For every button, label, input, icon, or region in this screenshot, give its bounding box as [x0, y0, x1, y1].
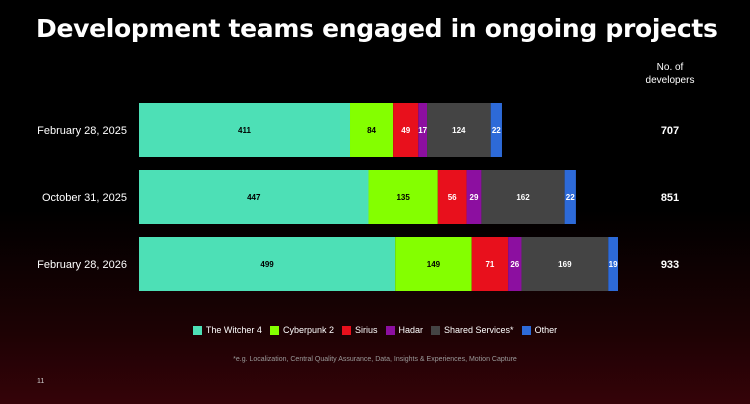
data-label: 499	[260, 260, 274, 269]
legend-item: Sirius	[341, 325, 378, 335]
data-label: 169	[558, 260, 572, 269]
data-label: 19	[609, 260, 618, 269]
legend-swatch	[341, 325, 351, 335]
bar-segment	[564, 170, 576, 224]
total-label: 933	[661, 259, 679, 271]
total-label: 707	[661, 125, 679, 137]
bar-segment	[139, 237, 396, 291]
bar-segment	[508, 237, 522, 291]
footnote: *e.g. Localization, Central Quality Assu…	[233, 356, 517, 363]
bar-segment	[481, 170, 565, 224]
legend-swatch	[521, 325, 531, 335]
legend-swatch	[269, 325, 279, 335]
bar-segment	[139, 170, 369, 224]
data-label: 17	[418, 126, 427, 135]
legend-label: Cyberpunk 2	[282, 325, 334, 335]
data-label: 29	[470, 193, 479, 202]
chart-legend: The Witcher 4 Cyberpunk 2 Sirius Hadar Share…	[0, 325, 750, 335]
bar-segment	[471, 237, 509, 291]
bar-segment	[608, 237, 619, 291]
legend-item: Shared Services*	[431, 325, 514, 335]
bar-segment	[368, 170, 438, 224]
bar-segment	[395, 237, 472, 291]
legend-label: Shared Services*	[444, 325, 514, 335]
bar-segment	[490, 103, 502, 157]
legend-item: Other	[521, 325, 558, 335]
total-column-header: No. of developers	[645, 62, 695, 86]
data-label: 162	[516, 193, 530, 202]
bar-segment	[521, 237, 609, 291]
data-label: 447	[247, 193, 261, 202]
data-label: 411	[238, 126, 251, 135]
total-label: 851	[661, 192, 679, 204]
legend-item: Hadar	[385, 325, 424, 335]
data-label: 49	[401, 126, 410, 135]
data-label: 124	[452, 126, 466, 135]
legend-label: Hadar	[398, 325, 424, 335]
bar-segment	[466, 170, 482, 224]
bar-segment	[418, 103, 428, 157]
data-label: 56	[448, 193, 457, 202]
category-label: February 28, 2025	[37, 125, 127, 137]
legend-swatch	[385, 325, 395, 335]
page-number: 11	[37, 378, 45, 385]
bar-segment	[427, 103, 491, 157]
legend-label: Other	[534, 325, 558, 335]
data-label: 71	[485, 260, 494, 269]
legend-item: Cyberpunk 2	[269, 325, 334, 335]
legend-item: The Witcher 4	[192, 325, 262, 335]
category-label: October 31, 2025	[42, 192, 127, 204]
legend-swatch	[431, 325, 441, 335]
bar-segment	[393, 103, 419, 157]
data-label: 26	[510, 260, 519, 269]
legend-label: The Witcher 4	[205, 325, 262, 335]
category-label: February 28, 2026	[37, 259, 127, 271]
data-label: 22	[492, 126, 501, 135]
bar-segment	[139, 103, 351, 157]
data-label: 84	[367, 126, 376, 135]
data-label: 22	[566, 193, 575, 202]
legend-label: Sirius	[354, 325, 378, 335]
data-label: 149	[427, 260, 441, 269]
legend-swatch	[192, 325, 202, 335]
bar-segment	[350, 103, 394, 157]
chart-title: Development teams engaged in ongoing pro…	[36, 14, 718, 43]
bar-segment	[437, 170, 467, 224]
data-label: 135	[396, 193, 410, 202]
